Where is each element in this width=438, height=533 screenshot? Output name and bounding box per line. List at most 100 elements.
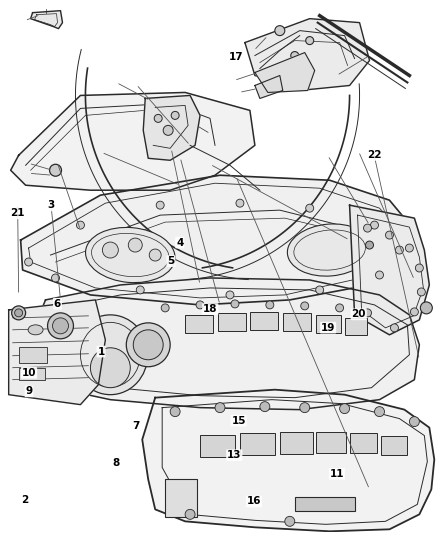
- Polygon shape: [142, 390, 434, 531]
- Circle shape: [371, 221, 378, 229]
- Bar: [316, 432, 346, 453]
- Circle shape: [154, 115, 162, 123]
- Bar: [381, 435, 407, 455]
- Circle shape: [231, 300, 239, 308]
- Circle shape: [48, 313, 74, 339]
- Circle shape: [300, 402, 310, 413]
- Circle shape: [128, 238, 142, 252]
- Ellipse shape: [287, 224, 372, 276]
- Text: 22: 22: [367, 150, 381, 160]
- Text: 21: 21: [10, 208, 25, 219]
- Circle shape: [415, 264, 424, 272]
- Circle shape: [126, 323, 170, 367]
- Circle shape: [163, 125, 173, 135]
- Polygon shape: [350, 205, 429, 335]
- Circle shape: [410, 308, 418, 316]
- Circle shape: [275, 26, 285, 36]
- Circle shape: [236, 199, 244, 207]
- Polygon shape: [21, 175, 414, 305]
- Circle shape: [396, 246, 403, 254]
- Polygon shape: [31, 11, 63, 29]
- Polygon shape: [143, 95, 200, 160]
- Circle shape: [226, 291, 234, 299]
- Text: 18: 18: [203, 304, 218, 314]
- Bar: [350, 433, 378, 453]
- Circle shape: [133, 330, 163, 360]
- Circle shape: [49, 164, 61, 176]
- Circle shape: [12, 306, 25, 320]
- Text: 5: 5: [167, 256, 175, 266]
- Circle shape: [339, 403, 350, 414]
- Text: 7: 7: [132, 421, 140, 431]
- Circle shape: [375, 271, 384, 279]
- Text: 20: 20: [351, 309, 366, 319]
- Circle shape: [90, 348, 130, 387]
- Text: 17: 17: [229, 52, 244, 61]
- Circle shape: [102, 242, 118, 258]
- Ellipse shape: [85, 228, 175, 282]
- Text: 15: 15: [231, 416, 246, 426]
- Circle shape: [390, 324, 399, 332]
- Ellipse shape: [73, 315, 148, 394]
- Bar: [295, 497, 355, 511]
- Circle shape: [410, 417, 419, 426]
- Bar: [19, 347, 46, 363]
- Circle shape: [385, 231, 393, 239]
- Circle shape: [417, 288, 425, 296]
- Circle shape: [14, 309, 23, 317]
- Circle shape: [260, 402, 270, 411]
- Circle shape: [285, 516, 295, 526]
- Bar: [283, 313, 311, 331]
- Bar: [345, 318, 367, 335]
- Text: 3: 3: [47, 200, 54, 211]
- Circle shape: [215, 402, 225, 413]
- Polygon shape: [9, 300, 106, 405]
- Circle shape: [306, 37, 314, 45]
- Circle shape: [170, 407, 180, 417]
- Polygon shape: [11, 92, 255, 190]
- Bar: [250, 312, 278, 330]
- Bar: [218, 313, 246, 331]
- Circle shape: [136, 286, 144, 294]
- Polygon shape: [245, 19, 370, 91]
- Polygon shape: [255, 53, 314, 92]
- Polygon shape: [23, 278, 419, 410]
- Text: 2: 2: [21, 495, 28, 505]
- Circle shape: [185, 510, 195, 519]
- Circle shape: [25, 258, 32, 266]
- Bar: [316, 315, 341, 333]
- Circle shape: [53, 318, 68, 334]
- Polygon shape: [255, 76, 283, 99]
- Circle shape: [406, 244, 413, 252]
- Bar: [240, 433, 275, 455]
- Text: 6: 6: [54, 298, 61, 309]
- Bar: [19, 368, 45, 379]
- Text: 19: 19: [321, 322, 336, 333]
- Text: 1: 1: [98, 346, 105, 357]
- Bar: [280, 432, 313, 454]
- Circle shape: [156, 201, 164, 209]
- Bar: [200, 434, 235, 456]
- Circle shape: [374, 407, 385, 417]
- Circle shape: [171, 111, 179, 119]
- Circle shape: [196, 301, 204, 309]
- Circle shape: [420, 302, 432, 314]
- Circle shape: [364, 224, 371, 232]
- Text: 10: 10: [22, 368, 36, 378]
- Circle shape: [52, 274, 60, 282]
- Bar: [165, 480, 197, 518]
- Circle shape: [366, 241, 374, 249]
- Circle shape: [161, 304, 169, 312]
- Circle shape: [291, 52, 299, 60]
- Circle shape: [316, 286, 324, 294]
- Circle shape: [77, 221, 85, 229]
- Circle shape: [364, 309, 371, 317]
- Circle shape: [306, 204, 314, 212]
- Text: 11: 11: [330, 469, 344, 479]
- Ellipse shape: [28, 325, 43, 335]
- Circle shape: [266, 301, 274, 309]
- Text: 8: 8: [113, 458, 120, 468]
- Text: 9: 9: [25, 386, 33, 397]
- Text: 4: 4: [176, 238, 184, 247]
- Bar: [185, 315, 213, 333]
